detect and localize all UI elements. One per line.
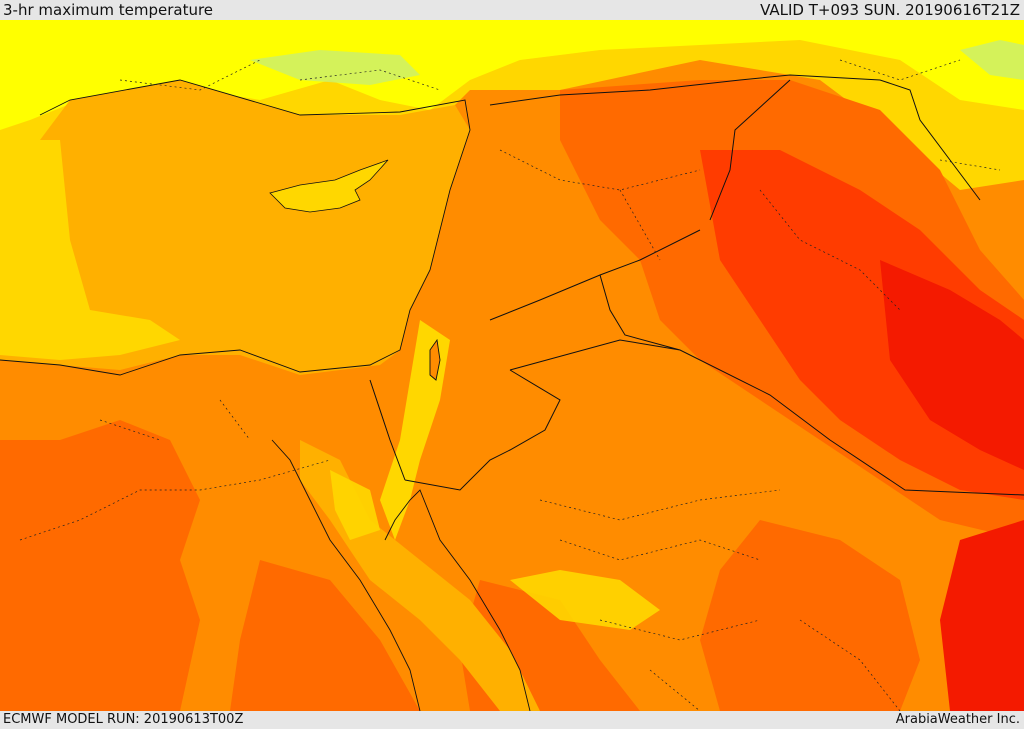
temperature-map xyxy=(0,20,1024,711)
map-title: 3-hr maximum temperature xyxy=(3,1,214,19)
field-arabia-east xyxy=(700,520,920,711)
footer-bar: ECMWF MODEL RUN: 20190613T00Z ArabiaWeat… xyxy=(0,711,1024,729)
field-gulf-hottest xyxy=(880,260,1024,711)
field-north-green xyxy=(250,40,1024,85)
credit-label: ArabiaWeather Inc. xyxy=(895,712,1020,727)
field-egypt-hot xyxy=(0,420,200,711)
field-sinai-yellow xyxy=(330,470,660,630)
coastline-redsea-west xyxy=(271,439,421,711)
deadsea xyxy=(429,338,441,381)
field-north-yellow xyxy=(0,20,1024,130)
coastline-redsea-east xyxy=(384,489,531,711)
field-coast-yellow xyxy=(0,140,180,360)
coastline xyxy=(0,79,471,376)
field-egypt-patch xyxy=(230,560,420,711)
valid-time: VALID T+093 SUN. 20190616T21Z xyxy=(760,1,1020,19)
field-mediterranean xyxy=(0,80,470,375)
cyprus-island xyxy=(269,159,389,213)
country-borders xyxy=(369,74,1024,496)
model-run: ECMWF MODEL RUN: 20190613T00Z xyxy=(3,712,244,727)
header-bar: 3-hr maximum temperature VALID T+093 SUN… xyxy=(0,0,1024,20)
province-lines xyxy=(19,59,1001,711)
